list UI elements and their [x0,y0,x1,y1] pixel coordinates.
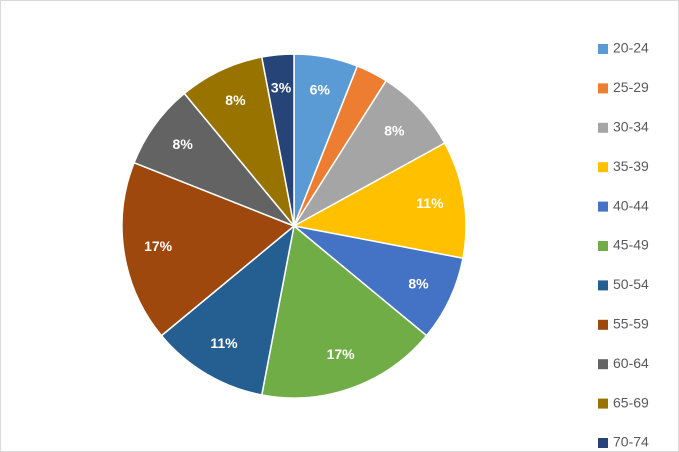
data-label: 17% [144,238,173,254]
pie-slice [121,161,296,337]
legend-swatch [598,359,608,370]
pie-slice [260,224,428,399]
data-label: 17% [327,346,356,362]
pie-slice [160,224,296,396]
data-label: 8% [384,123,405,139]
pie-slice [291,142,467,260]
legend-label: 60-64 [613,355,649,371]
legend-label: 35-39 [613,158,649,174]
data-label: 8% [173,136,194,152]
legend-label: 70-74 [613,434,649,450]
data-label: 8% [408,275,429,291]
legend-swatch [598,280,608,291]
legend-swatch [598,122,608,133]
legend-swatch [598,398,608,409]
pie-slice [260,53,295,227]
legend-swatch [598,438,608,448]
data-label: 3% [271,80,292,96]
legend-label: 40-44 [613,197,649,213]
legend-swatch [598,44,608,54]
data-label: 11% [210,335,238,351]
legend-label: 65-69 [613,394,649,410]
data-label: 11% [416,195,444,211]
data-label: 6% [310,82,331,98]
legend-label: 25-29 [613,79,649,95]
legend-label: 55-59 [613,316,649,332]
legend-label: 30-34 [613,119,649,135]
data-label: 8% [225,92,246,108]
legend-label: 50-54 [613,276,649,292]
legend-label: 45-49 [613,237,649,253]
legend-swatch [598,319,608,330]
legend-swatch [598,201,608,212]
legend-swatch [598,83,608,94]
legend-swatch [598,162,608,173]
legend-swatch [598,241,608,251]
legend-label: 20-24 [613,40,649,56]
